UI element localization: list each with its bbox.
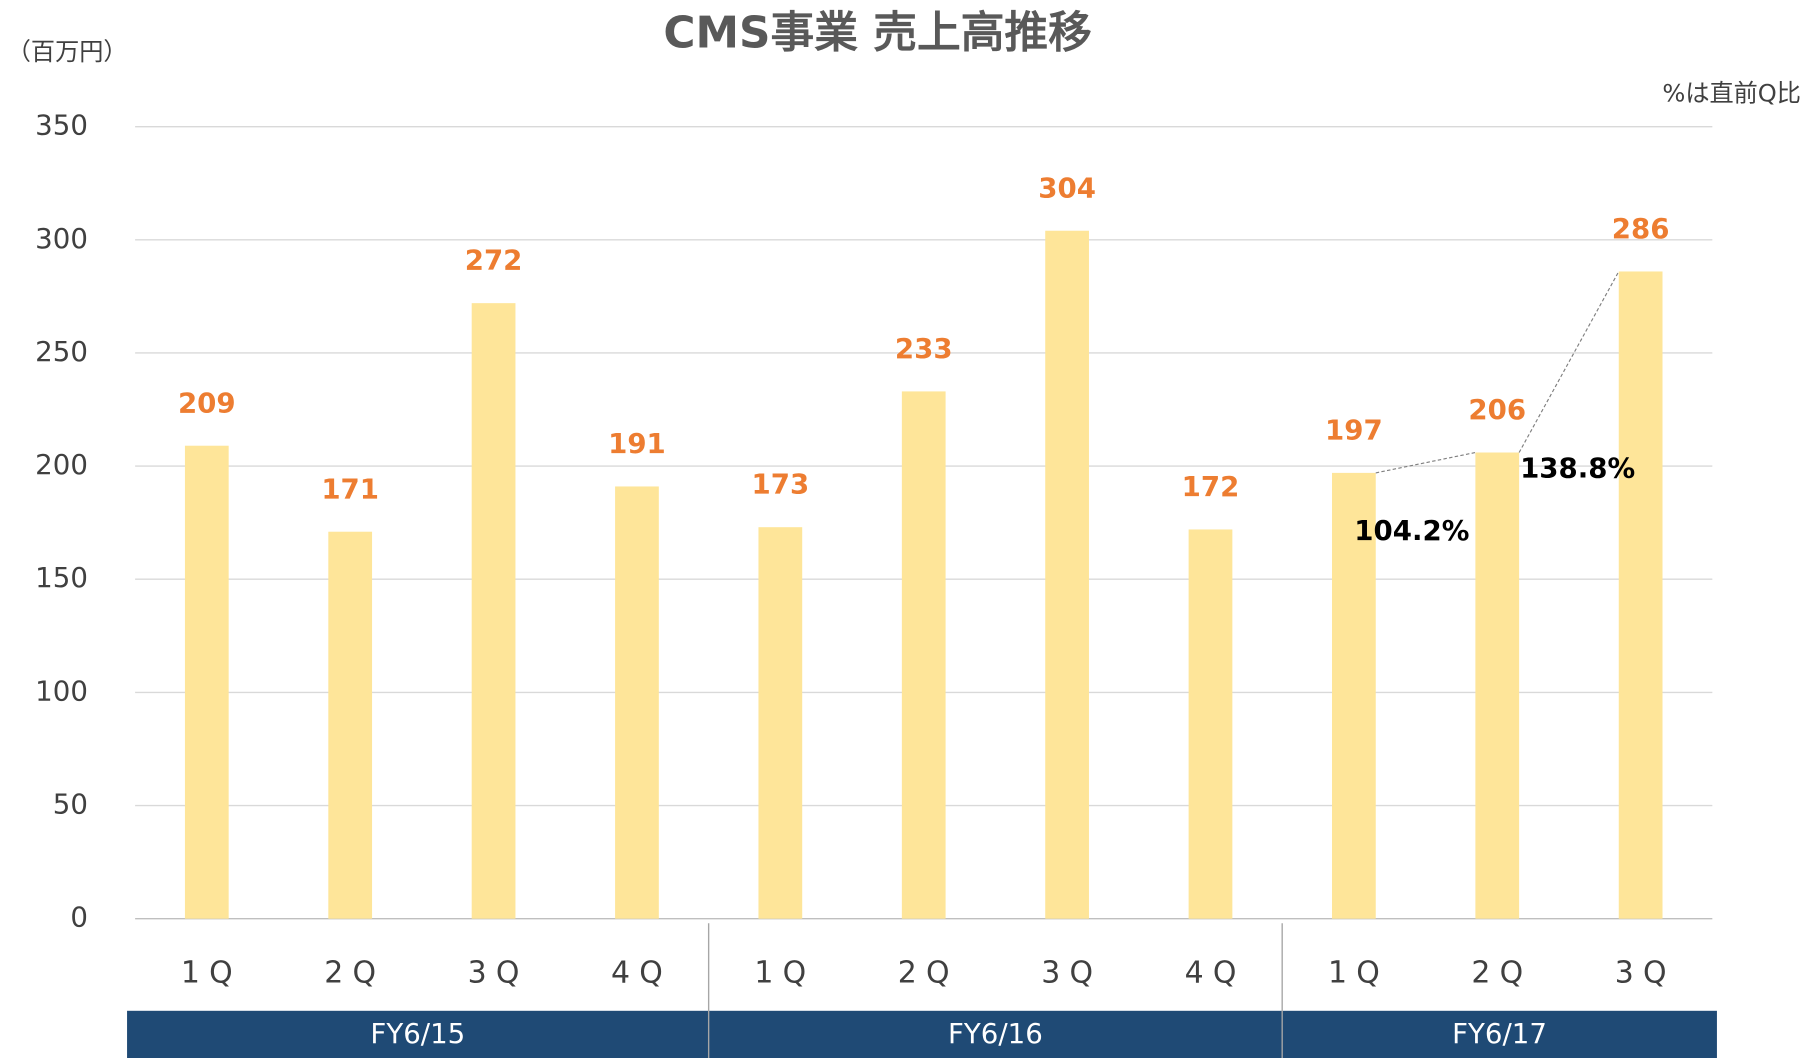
x-tick-label: 2Q [1471,955,1532,990]
x-tick-label: 1Q [754,955,815,990]
value-label: 191 [608,427,666,460]
bar [184,445,229,919]
connector [1375,451,1476,474]
bar [328,531,373,919]
value-label: 173 [752,468,810,501]
group-band [127,1010,709,1058]
bar [901,391,946,919]
y-tick-label: 150 [35,561,88,594]
y-tick-label: 50 [53,788,88,821]
x-tick-label: 1Q [1328,955,1389,990]
value-label: 206 [1468,393,1526,426]
group-band [708,1010,1283,1058]
bar [1331,472,1376,919]
x-tick-label: 3Q [1615,955,1676,990]
value-label: 286 [1612,212,1670,245]
bar [1475,452,1520,919]
bar [1045,230,1089,919]
value-label: 304 [1038,171,1096,204]
connector [1518,271,1620,453]
y-unit: （百万円） [7,38,128,66]
y-tick-label: 0 [70,901,88,934]
x-tick-label: 3Q [468,955,529,990]
y-tick-label: 250 [35,335,88,368]
x-tick-label: 1Q [181,955,242,990]
note: %は直前Q比 [1662,79,1801,107]
x-tick-label: 2Q [898,955,959,990]
x-tick-label: 2Q [324,955,385,990]
bar [758,527,803,919]
y-tick-label: 300 [35,222,88,255]
x-tick-label: 3Q [1041,955,1102,990]
bar [615,486,659,919]
y-tick-label: 100 [35,674,88,707]
y-tick-label: 350 [35,109,88,142]
value-label: 172 [1182,470,1240,503]
value-label: 209 [178,386,236,419]
group-label: FY6/15 [370,1017,465,1050]
group-label: FY6/17 [1452,1017,1547,1050]
annotation: 104.2% [1354,514,1469,547]
y-tick-label: 200 [35,448,88,481]
x-tick-label: 4Q [1185,955,1246,990]
annotation: 138.8% [1520,452,1635,485]
x-tick-label: 4Q [611,955,672,990]
group-band [1282,1010,1717,1058]
chart-title: CMS事業 売上高推移 [663,8,1091,59]
bar [1188,529,1233,919]
group-label: FY6/16 [948,1017,1043,1050]
value-label: 272 [465,244,523,277]
bar [1618,271,1663,919]
value-label: 197 [1325,413,1383,446]
value-label: 171 [321,472,379,505]
bar [471,303,516,919]
value-label: 233 [895,332,953,365]
